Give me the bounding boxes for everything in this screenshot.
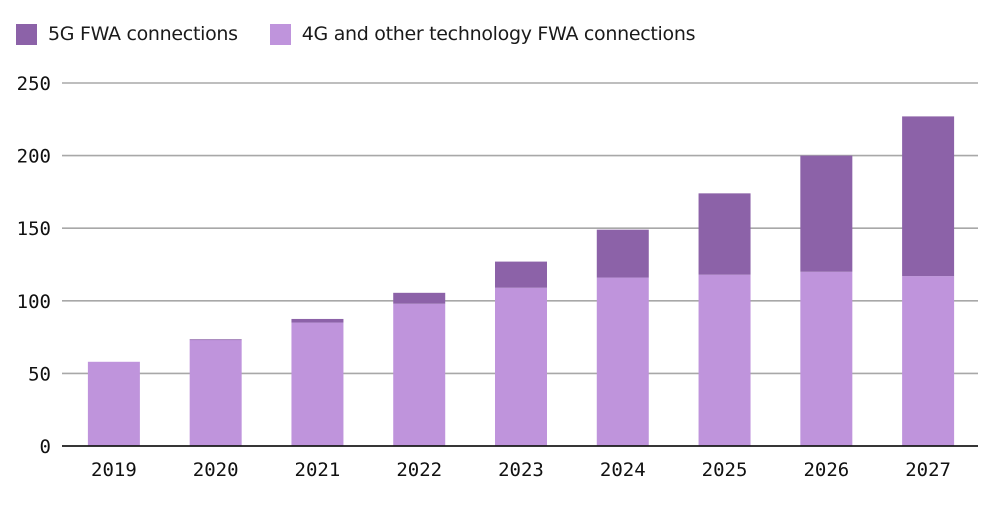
y-tick-label-250: 250 [17,73,51,95]
x-tick-label-2024: 2024 [600,459,646,481]
x-tick-label-2019: 2019 [91,459,137,481]
bar-5g-2023 [495,261,547,288]
x-tick-label-2022: 2022 [396,459,442,481]
y-tick-label-0: 0 [40,436,51,458]
bar-4g-2027 [902,276,955,446]
x-tick-label-2021: 2021 [295,459,341,481]
legend-label-4g: 4G and other technology FWA connections [301,23,696,45]
bar-5g-2024 [596,229,649,278]
bar-5g-2026 [800,155,853,272]
chart-legend: 5G FWA connections 4G and other technolo… [16,23,727,45]
bar-5g-2022 [393,292,446,304]
legend-swatch-4g [269,23,291,45]
bar-4g-2022 [393,303,446,446]
bar-5g-2027 [902,116,955,277]
bar-5g-2021 [291,318,344,323]
bar-4g-2026 [800,271,853,446]
y-tick-label-150: 150 [17,218,51,240]
x-axis-ticks: 2019 2020 2021 2022 2023 2024 2025 2026 2027 [91,459,951,481]
bar-5g-2025 [698,193,751,275]
x-tick-label-2020: 2020 [193,459,239,481]
legend-item-5g: 5G FWA connections [16,23,238,45]
bar-4g-2019 [87,361,140,446]
bar-4g-2025 [698,274,751,446]
y-tick-label-50: 50 [28,363,51,385]
x-tick-label-2026: 2026 [803,459,849,481]
bar-4g-2023 [495,287,547,446]
y-tick-label-100: 100 [17,291,51,313]
legend-label-5g: 5G FWA connections [48,23,238,45]
x-tick-label-2023: 2023 [498,459,544,481]
x-tick-label-2027: 2027 [905,459,951,481]
bars [87,116,955,446]
bar-4g-2021 [291,322,344,446]
bar-4g-2020 [189,340,242,446]
x-tick-label-2025: 2025 [702,459,748,481]
bar-5g-2020 [189,339,242,341]
bar-4g-2024 [596,277,649,446]
y-tick-label-200: 200 [17,146,51,168]
legend-swatch-5g [16,23,37,45]
legend-item-4g: 4G and other technology FWA connections [269,23,696,45]
y-axis-ticks: 0 50 100 150 200 250 [17,73,51,458]
